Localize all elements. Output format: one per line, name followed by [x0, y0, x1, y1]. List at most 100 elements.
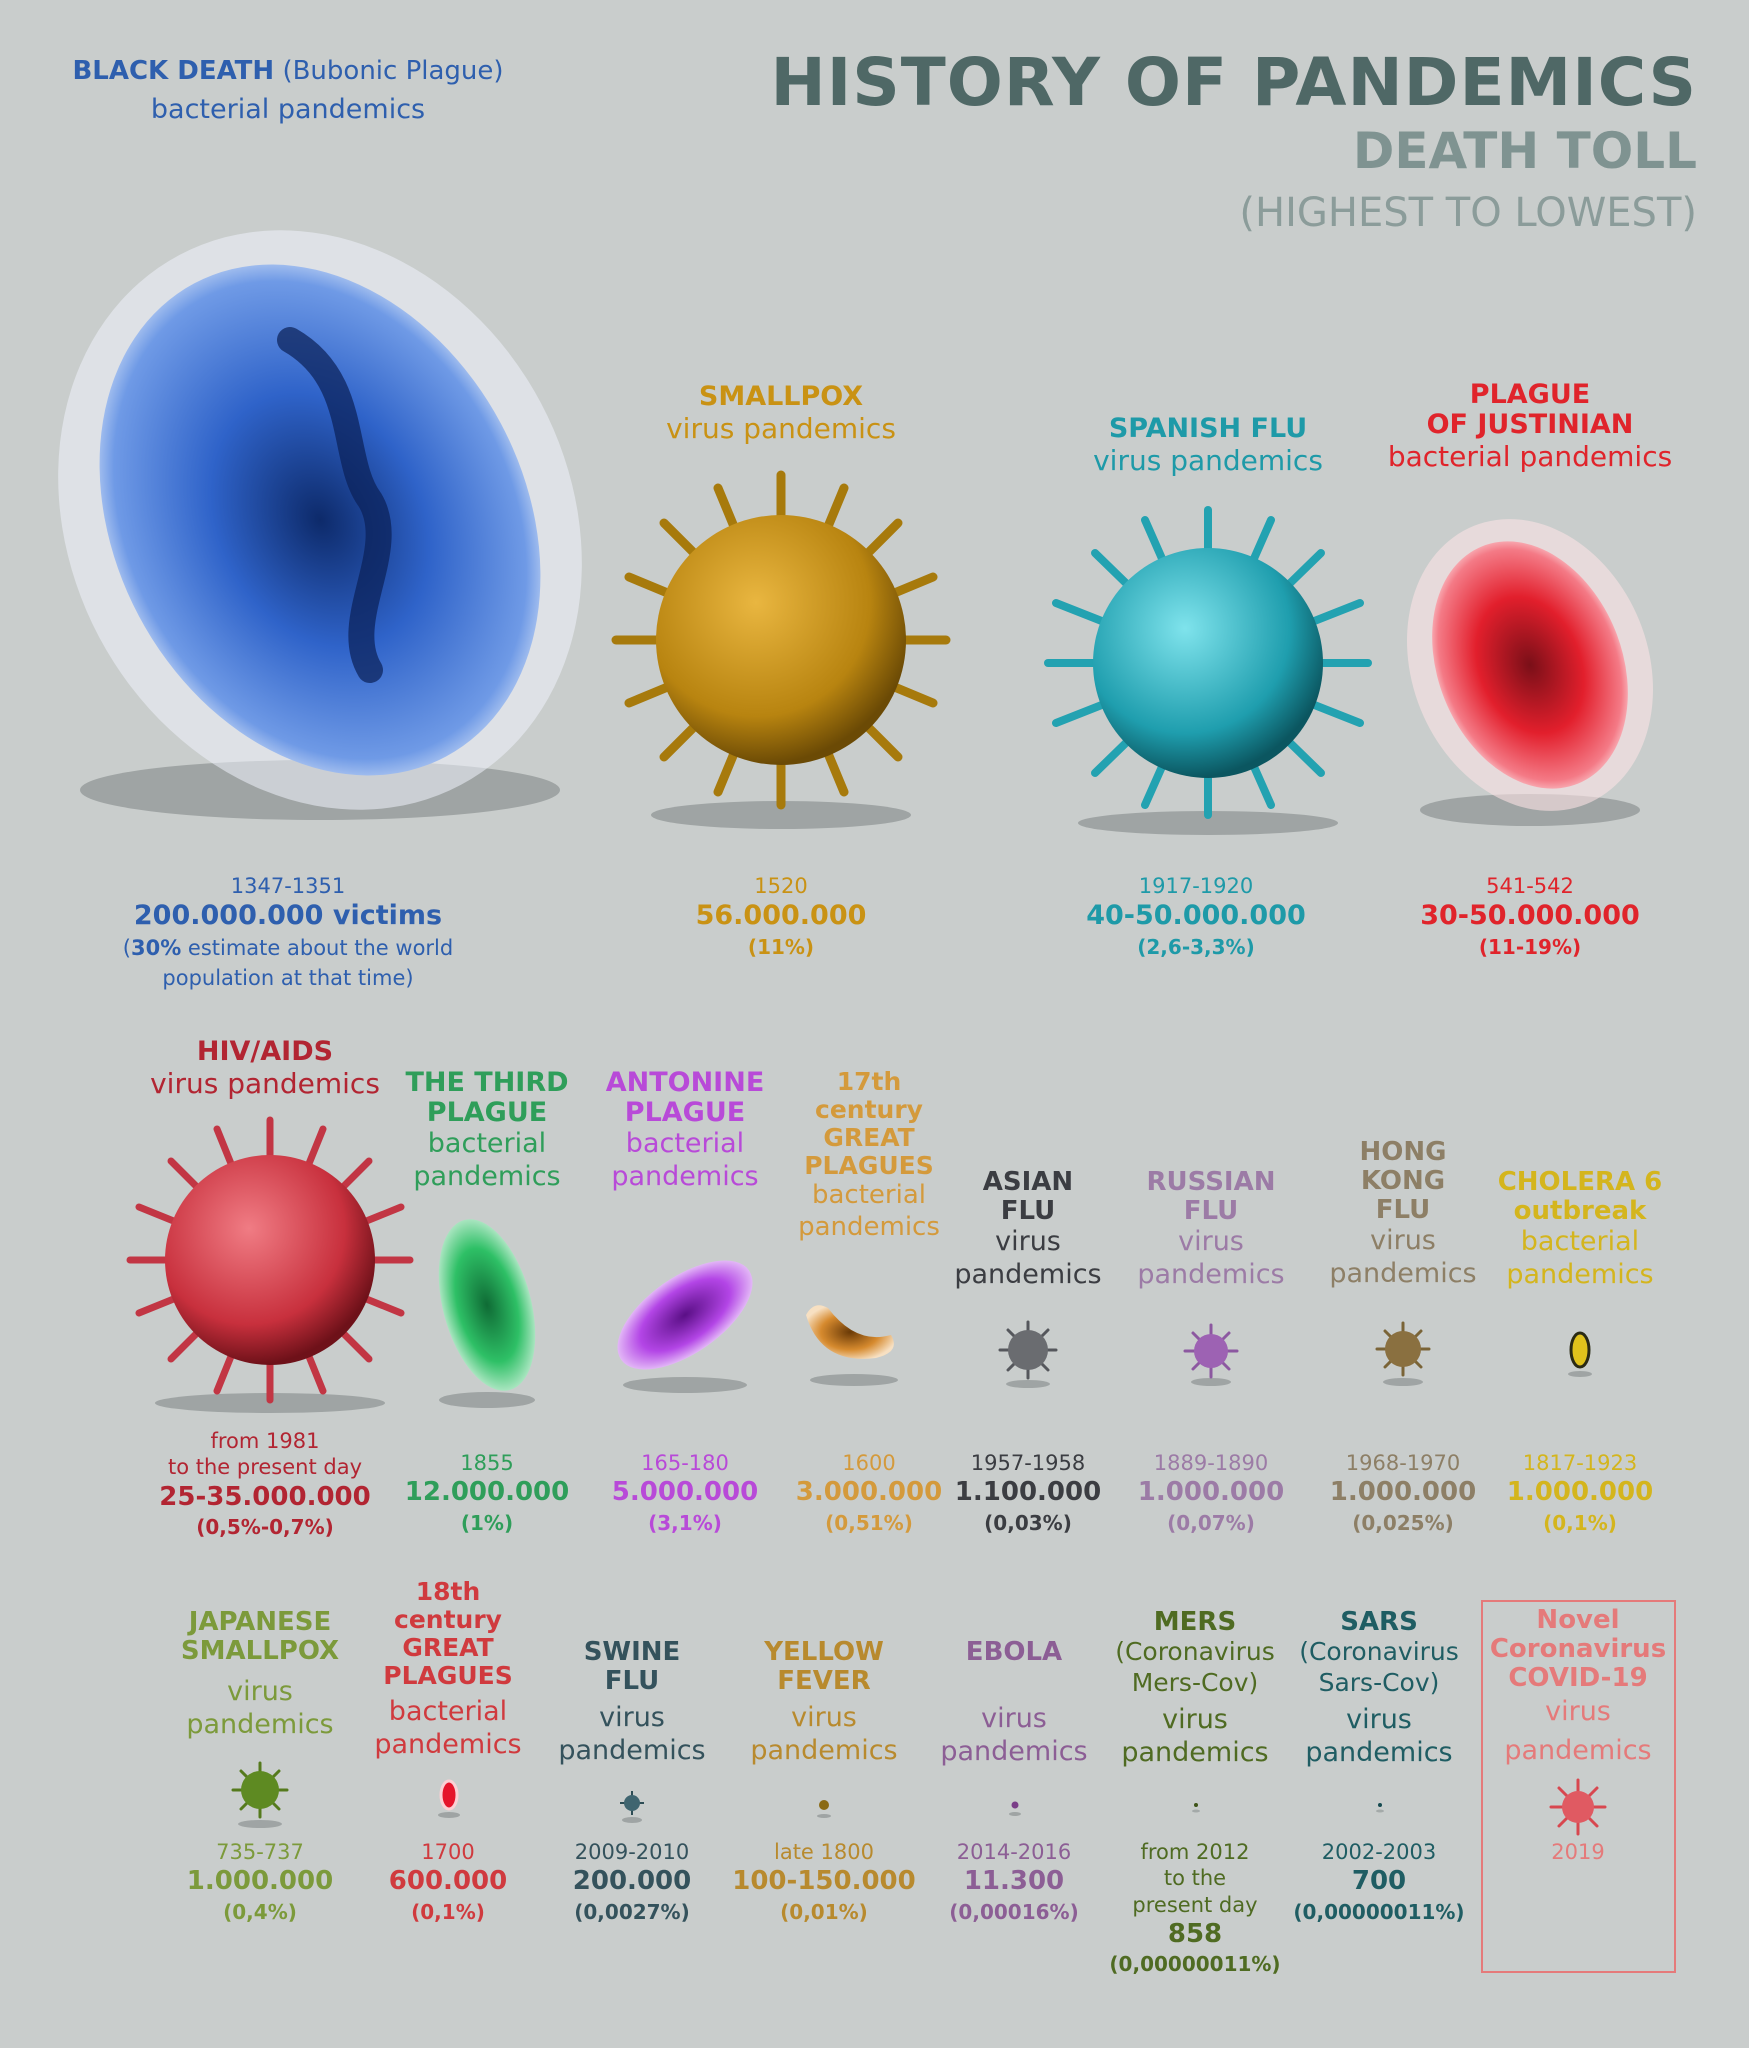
spanish-flu-stats: 1917-1920 40-50.000.000 (2,6-3,3%) [1086, 873, 1306, 961]
great-plagues-18-years: 1700 [421, 1840, 475, 1864]
smallpox-type: virus pandemics [666, 412, 896, 446]
mers-type: virus pandemics [1121, 1704, 1269, 1769]
third-plague-bacterium-illustration [438, 1219, 536, 1408]
yellow-fever-years: late 1800 [774, 1840, 874, 1864]
japanese-smallpox-stats: 735-737 1.000.000 (0,4%) [187, 1839, 333, 1926]
russian-flu-toll: 1.000.000 [1137, 1477, 1285, 1508]
hong-kong-flu-years: 1968-1970 [1345, 1451, 1461, 1475]
justinian-stats: 541-542 30-50.000.000 (11-19%) [1420, 873, 1640, 961]
swine-flu-years: 2009-2010 [574, 1840, 690, 1864]
hiv-type: virus pandemics [150, 1067, 380, 1101]
asian-flu-stats: 1957-1958 1.100.000 (0,03%) [955, 1450, 1101, 1537]
sars-name: SARS [1340, 1607, 1418, 1637]
hong-kong-flu-stats: 1968-1970 1.000.000 (0,025%) [1330, 1450, 1476, 1537]
black-death-note-rest: estimate about the world [181, 936, 454, 960]
smallpox-pct: (11%) [747, 935, 815, 959]
russian-flu-pct: (0,07%) [1167, 1510, 1255, 1535]
smallpox-virus-illustration [611, 470, 951, 829]
sars-alias: (Coronavirus Sars-Cov) [1299, 1637, 1459, 1697]
ebola-virus-illustration [1009, 1801, 1021, 1816]
asian-flu-type: virus pandemics [954, 1226, 1102, 1291]
black-death-note-line2-text: population at that time [162, 966, 406, 991]
mers-toll: 858 [1167, 1918, 1223, 1949]
third-plague-pct: (1%) [460, 1510, 514, 1535]
japanese-smallpox-type: virus pandemics [186, 1676, 334, 1741]
cholera-pct: (0,1%) [1543, 1510, 1617, 1535]
swine-flu-stats: 2009-2010 200.000 (0,0027%) [573, 1839, 691, 1926]
hong-kong-flu-header: HONG KONG FLU virus pandemics [1329, 1137, 1476, 1291]
asian-flu-name: ASIAN FLU [982, 1167, 1074, 1227]
yellow-fever-pct: (0,01%) [780, 1899, 868, 1924]
covid-virus-illustration [1549, 1778, 1607, 1836]
sars-pct: (0,00000011%) [1293, 1899, 1465, 1924]
great-plagues-18-pct: (0,1%) [411, 1899, 485, 1924]
sars-virus-illustration [1376, 1803, 1384, 1813]
covid-header: Novel Coronavirus COVID-19 virus pandemi… [1490, 1605, 1666, 1770]
cholera-toll: 1.000.000 [1506, 1477, 1654, 1508]
hiv-years: from 1981 to the present day [167, 1429, 363, 1480]
mers-header: MERS (Coronavirus Mers-Cov) virus pandem… [1115, 1607, 1275, 1770]
hiv-header: HIV/AIDS virus pandemics [150, 1036, 380, 1101]
hiv-name: HIV/AIDS [196, 1036, 334, 1067]
third-plague-type: bacterial pandemics [413, 1128, 561, 1193]
justinian-type: bacterial pandemics [1387, 440, 1673, 474]
page-title: HISTORY OF PANDEMICS [770, 44, 1697, 121]
spanish-flu-name: SPANISH FLU [1108, 413, 1308, 444]
asian-flu-toll: 1.100.000 [954, 1477, 1102, 1508]
hong-kong-flu-name: HONG KONG FLU [1359, 1137, 1447, 1226]
antonine-stats: 165-180 5.000.000 (3,1%) [612, 1450, 758, 1537]
hiv-virus-illustration [126, 1116, 414, 1413]
japanese-smallpox-virus-illustration [231, 1761, 289, 1828]
swine-flu-header: SWINE FLU virus pandemics [558, 1637, 705, 1768]
sars-stats: 2002-2003 700 (0,00000011%) [1293, 1839, 1464, 1926]
great-plagues-18-toll: 600.000 [388, 1866, 508, 1897]
page-subtitle: DEATH TOLL [1352, 122, 1697, 180]
great-plagues-17-header: 17th century GREAT PLAGUES bacterial pan… [798, 1068, 940, 1243]
antonine-pct: (3,1%) [648, 1510, 722, 1535]
ebola-stats: 2014-2016 11.300 (0,00016%) [949, 1839, 1078, 1926]
ebola-name: EBOLA [965, 1637, 1063, 1667]
justinian-header: PLAGUE OF JUSTINIAN bacterial pandemics [1387, 379, 1673, 475]
swine-flu-name: SWINE FLU [583, 1637, 681, 1697]
japanese-smallpox-name: JAPANESE SMALLPOX [180, 1607, 340, 1667]
mers-years: from 2012 to the present day [1132, 1840, 1258, 1917]
japanese-smallpox-years: 735-737 [216, 1840, 304, 1864]
smallpox-name: SMALLPOX [698, 381, 864, 412]
hiv-pct: (0,5%-0,7%) [196, 1515, 334, 1539]
cholera-stats: 1817-1923 1.000.000 (0,1%) [1507, 1450, 1653, 1537]
yellow-fever-name: YELLOW FEVER [764, 1637, 884, 1697]
antonine-toll: 5.000.000 [611, 1477, 759, 1508]
covid-stats: 2019 [1551, 1839, 1604, 1865]
ebola-pct: (0,00016%) [949, 1899, 1079, 1924]
black-death-bacterium-illustration [58, 230, 582, 820]
japanese-smallpox-header: JAPANESE SMALLPOX virus pandemics [180, 1607, 340, 1742]
black-death-alias: (Bubonic Plague) [282, 56, 504, 86]
russian-flu-name: RUSSIAN FLU [1146, 1167, 1276, 1227]
great-plagues-17-years: 1600 [842, 1451, 896, 1475]
great-plagues-17-pct: (0,51%) [825, 1510, 913, 1535]
swine-flu-pct: (0,0027%) [574, 1899, 690, 1924]
hiv-stats: from 1981 to the present day 25-35.000.0… [159, 1428, 370, 1541]
yellow-fever-header: YELLOW FEVER virus pandemics [750, 1637, 897, 1768]
great-plagues-18-header: 18th century GREAT PLAGUES bacterial pan… [374, 1578, 521, 1762]
black-death-pct: 30% [130, 936, 182, 960]
covid-type: virus pandemics [1504, 1696, 1652, 1766]
third-plague-stats: 1855 12.000.000 (1%) [405, 1450, 569, 1537]
cholera-type: bacterial pandemics [1506, 1226, 1654, 1291]
hong-kong-flu-toll: 1.000.000 [1329, 1477, 1477, 1508]
yellow-fever-toll: 100-150.000 [732, 1866, 916, 1897]
ebola-years: 2014-2016 [956, 1840, 1072, 1864]
russian-flu-years: 1889-1890 [1153, 1451, 1269, 1475]
yellow-fever-stats: late 1800 100-150.000 (0,01%) [732, 1839, 916, 1926]
mers-name: MERS [1153, 1607, 1237, 1637]
asian-flu-virus-illustration [998, 1320, 1058, 1388]
hiv-toll: 25-35.000.000 [159, 1481, 371, 1512]
yellow-fever-virus-illustration [817, 1800, 831, 1818]
great-plagues-17-name: 17th century GREAT PLAGUES [804, 1067, 934, 1180]
great-plagues-18-name: 18th century GREAT PLAGUES [383, 1577, 513, 1690]
third-plague-name: THE THIRD PLAGUE [405, 1067, 569, 1129]
third-plague-years: 1855 [460, 1451, 514, 1475]
spanish-flu-pct: (2,6-3,3%) [1137, 935, 1255, 959]
justinian-bacterium-illustration [1407, 519, 1653, 826]
covid-years: 2019 [1551, 1840, 1605, 1864]
